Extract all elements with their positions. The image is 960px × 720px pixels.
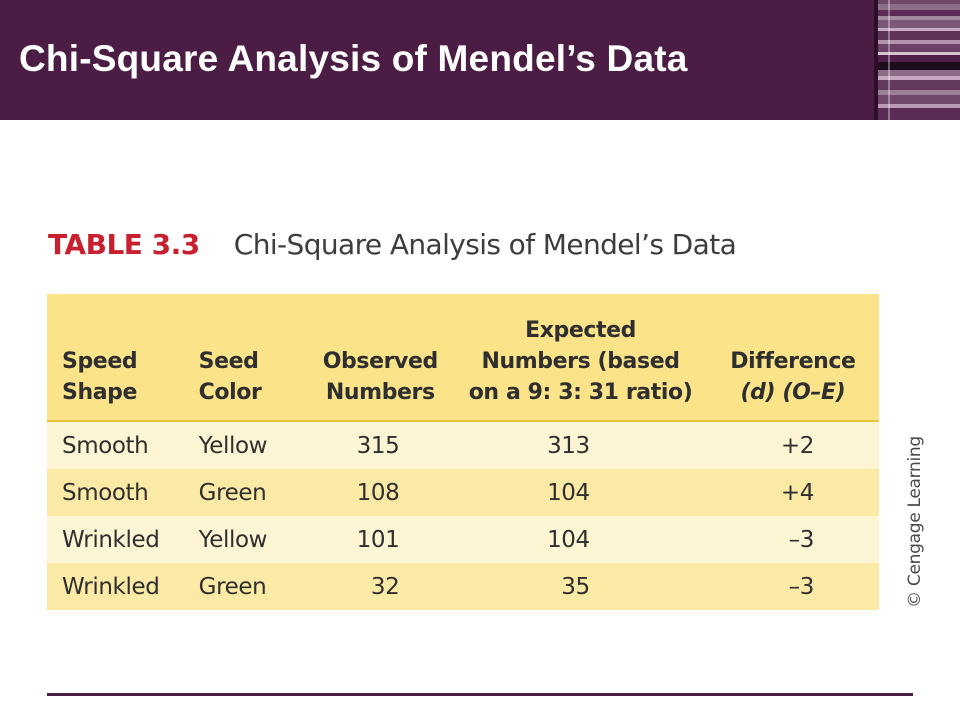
title-banner: Chi-Square Analysis of Mendel’s Data [0, 0, 960, 120]
copyright-notice: © Cengage Learning [905, 436, 925, 608]
cell-expected: 35 [454, 563, 707, 610]
table-row: Smooth Yellow 315 313 +2 [47, 421, 879, 469]
cell-shape: Wrinkled [47, 563, 199, 610]
header-text: Speed [62, 349, 138, 374]
chi-square-table: Speed Shape Seed Color Observed Numbers … [47, 294, 879, 610]
cell-observed: 108 [306, 469, 455, 516]
header-text: Expected [525, 318, 636, 343]
cell-observed: 32 [306, 563, 455, 610]
cell-color: Yellow [198, 421, 307, 469]
cell-observed: 315 [306, 421, 455, 469]
header-text: Numbers (based [481, 349, 680, 374]
table-row: Wrinkled Green 32 35 –3 [47, 563, 879, 610]
cell-difference: +4 [706, 469, 879, 516]
header-text: Seed [198, 349, 259, 374]
cell-expected: 313 [454, 421, 707, 469]
cell-observed: 101 [306, 516, 455, 563]
cell-shape: Wrinkled [47, 516, 199, 563]
slide-title: Chi-Square Analysis of Mendel’s Data [19, 38, 688, 79]
bottom-divider [47, 693, 913, 696]
table-label: TABLE 3.3 [48, 228, 200, 261]
table-row: Wrinkled Yellow 101 104 –3 [47, 516, 879, 563]
cell-difference: +2 [706, 421, 879, 469]
header-text: Observed [322, 349, 439, 374]
cell-color: Green [198, 563, 307, 610]
header-observed: Observed Numbers [306, 294, 455, 422]
header-expected: Expected Numbers (based on a 9: 3: 31 ra… [454, 294, 707, 422]
cell-shape: Smooth [47, 421, 199, 469]
header-seed-color: Seed Color [198, 294, 307, 422]
header-difference: Difference (d) (O–E) [706, 294, 879, 422]
cell-difference: –3 [706, 563, 879, 610]
header-text: (d) (O–E) [740, 380, 846, 405]
table-caption: TABLE 3.3 Chi-Square Analysis of Mendel’… [48, 228, 737, 272]
header-text: Shape [62, 380, 138, 405]
header-text: Numbers [325, 380, 435, 405]
header-text: Color [198, 380, 262, 405]
cell-shape: Smooth [47, 469, 199, 516]
cell-difference: –3 [706, 516, 879, 563]
header-text: on a 9: 3: 31 ratio) [468, 380, 693, 405]
cell-color: Green [198, 469, 307, 516]
cell-expected: 104 [454, 469, 707, 516]
table-header-row: Speed Shape Seed Color Observed Numbers … [47, 294, 879, 422]
table-caption-text: Chi-Square Analysis of Mendel’s Data [233, 228, 737, 261]
banner-decoration [874, 0, 960, 120]
header-speed-shape: Speed Shape [47, 294, 199, 422]
table-row: Smooth Green 108 104 +4 [47, 469, 879, 516]
header-text: Difference [730, 349, 856, 374]
cell-color: Yellow [198, 516, 307, 563]
cell-expected: 104 [454, 516, 707, 563]
